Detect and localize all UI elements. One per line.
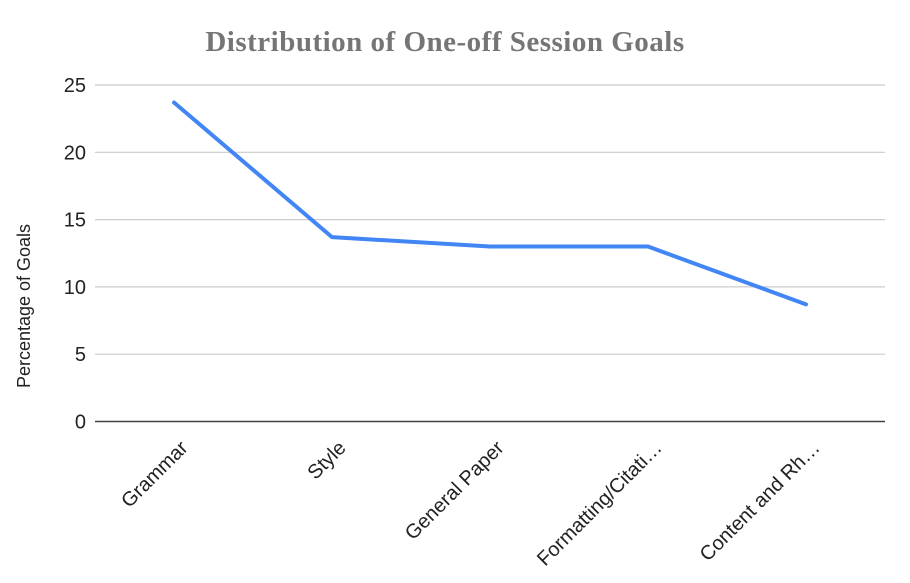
y-axis-title: Percentage of Goals [14, 224, 34, 388]
y-tick-label: 5 [75, 344, 86, 366]
y-tick-label: 10 [64, 277, 86, 299]
x-category-label: Formatting/Citati… [533, 437, 666, 570]
data-line-series [172, 100, 808, 307]
chart-title: Distribution of One-off Session Goals [205, 26, 685, 58]
y-tick-label: 20 [64, 142, 86, 164]
x-category-label: General Paper [401, 437, 509, 545]
y-tick-label: 25 [64, 75, 86, 97]
y-tick-label: 15 [64, 210, 86, 232]
x-category-label: Grammar [117, 437, 193, 513]
y-tick-label: 0 [75, 412, 86, 434]
x-category-label: Style [304, 437, 351, 484]
x-category-label: Content and Rh… [696, 437, 825, 566]
